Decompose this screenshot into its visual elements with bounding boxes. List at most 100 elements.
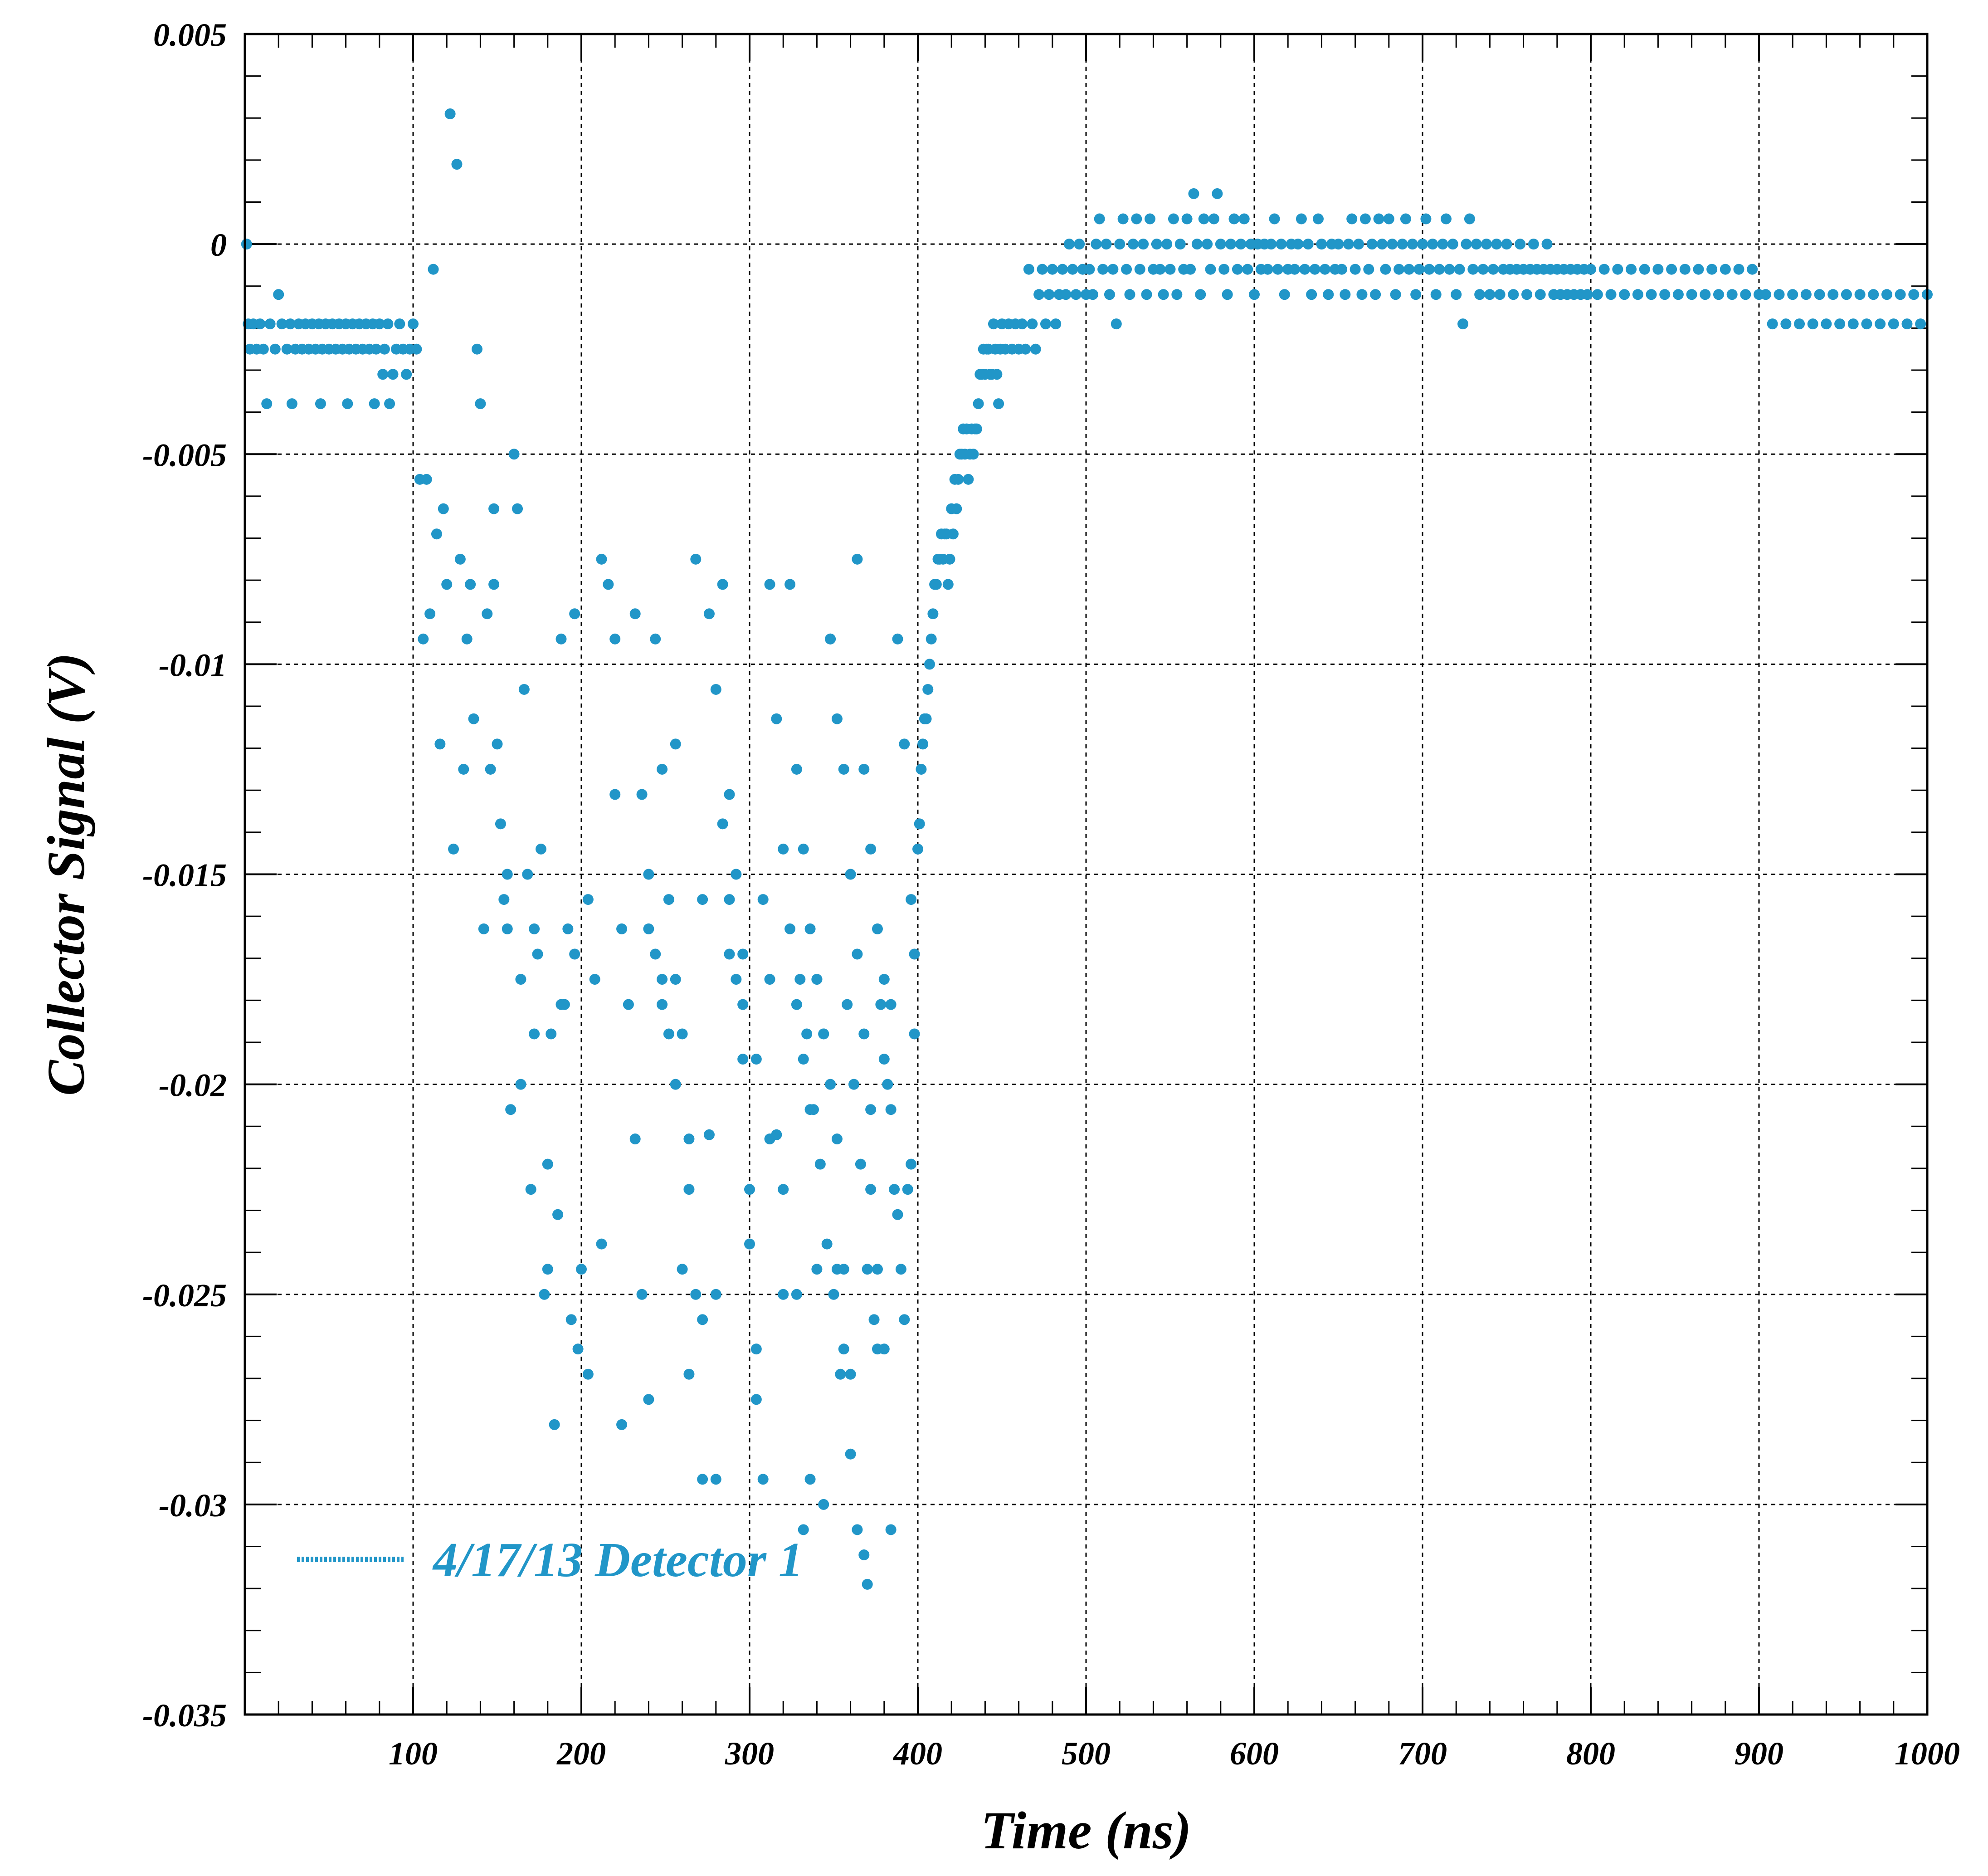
data-point [1366,239,1378,250]
data-point [1373,213,1384,225]
data-point [710,1289,721,1300]
data-point [1612,264,1623,275]
data-point [1592,289,1603,300]
x-tick-label: 200 [556,1735,606,1772]
data-point [838,763,849,775]
data-point [731,974,742,985]
data-point [1387,239,1398,250]
data-point [1487,264,1499,275]
data-point [1228,213,1240,225]
data-point [845,1448,856,1460]
data-point [750,1343,762,1355]
data-point [909,948,920,960]
data-point [401,369,412,380]
data-point [1713,289,1724,300]
data-point [1222,289,1233,300]
data-point [968,449,979,460]
data-point [1208,213,1219,225]
data-point [717,818,728,830]
data-point [1138,239,1149,250]
data-point [724,948,735,960]
data-point [1427,239,1438,250]
data-point [1225,239,1237,250]
data-point [1346,213,1358,225]
data-point [885,1104,897,1115]
data-point [1269,213,1280,225]
data-point [804,923,816,934]
data-point [963,474,974,485]
data-point [1212,188,1223,199]
data-point [1908,289,1920,300]
data-point [811,974,823,985]
data-point [1087,289,1098,300]
data-point [750,1054,762,1065]
data-point [862,1264,873,1275]
data-point [1198,213,1209,225]
data-point [1467,264,1479,275]
data-point [1040,318,1051,330]
data-point [387,369,399,380]
data-point [1050,318,1062,330]
data-point [1541,239,1553,250]
data-point [438,503,449,514]
data-point [1312,213,1324,225]
data-point [872,1264,883,1275]
data-point [1238,213,1250,225]
data-point [434,738,446,750]
data-point [1491,239,1502,250]
data-point [1390,289,1401,300]
data-point [1383,213,1394,225]
data-point [1400,213,1411,225]
data-point [508,449,520,460]
data-point [650,633,661,645]
data-point [1679,264,1691,275]
data-point [1535,289,1546,300]
data-point [814,1158,826,1170]
data-point [1191,239,1203,250]
data-point [858,1028,870,1040]
data-point [379,343,390,355]
data-point [342,398,353,410]
data-point [1447,239,1458,250]
x-tick-label: 900 [1735,1735,1783,1772]
legend-label: 4/17/13 Detector 1 [432,1533,803,1587]
data-point [495,818,506,830]
data-point [737,999,749,1010]
data-point [1451,289,1462,300]
data-point [931,579,942,590]
data-point [1359,213,1371,225]
data-point [1343,239,1354,250]
data-point [778,843,789,855]
data-point [1700,289,1711,300]
data-point [549,1419,560,1430]
data-point [546,1028,557,1040]
data-point [818,1499,829,1510]
data-point [1740,289,1751,300]
y-tick-label: -0.015 [142,857,227,894]
data-point [1619,289,1630,300]
data-point [917,738,929,750]
data-point [757,1474,769,1485]
data-point [1144,213,1155,225]
data-point [1188,188,1199,199]
data-point [596,553,607,565]
data-point [831,713,843,724]
data-point [845,1368,856,1380]
data-point [1333,239,1344,250]
data-point [1033,289,1045,300]
data-point [838,1343,849,1355]
data-point [1107,264,1119,275]
data-point [1316,239,1327,250]
x-tick-label: 700 [1398,1735,1447,1772]
data-point [650,948,661,960]
data-point [1706,264,1718,275]
data-point [264,318,276,330]
data-point [947,528,959,540]
data-point [502,923,513,934]
data-point [710,684,721,695]
plot-frame [244,33,1929,1716]
data-point [794,974,806,985]
data-point [532,948,543,960]
data-point [906,1158,917,1170]
